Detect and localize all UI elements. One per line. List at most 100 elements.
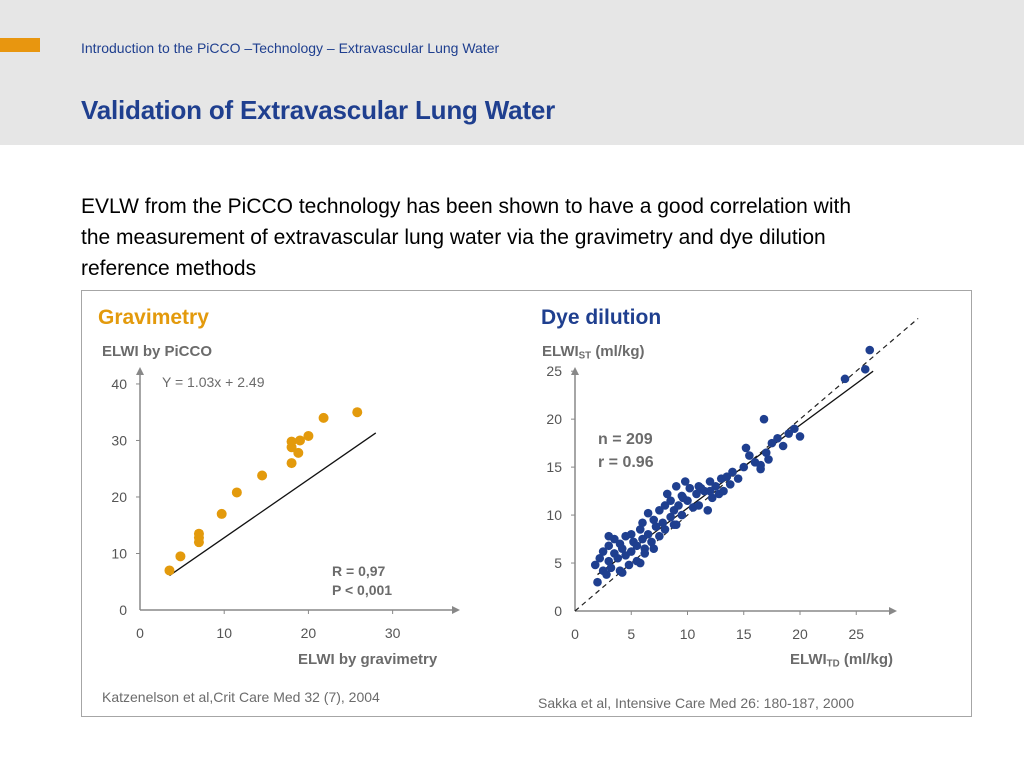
dye-x-axis-arrow	[889, 607, 897, 615]
dye-data-point	[711, 481, 720, 491]
dye-data-point	[671, 481, 681, 491]
dye-data-point	[733, 474, 743, 483]
dye-data-point	[795, 432, 805, 441]
dye-data-point	[705, 486, 715, 496]
gravimetry-data-point	[318, 412, 329, 423]
dye-data-point	[784, 429, 794, 438]
dye-n-value: n = 209	[598, 431, 653, 448]
gravimetry-data-point	[293, 447, 304, 458]
gravimetry-y-tick-label: 20	[111, 489, 127, 505]
dye-y-tick-label: 15	[546, 459, 562, 475]
gravimetry-y-axis-arrow	[136, 367, 144, 375]
gravimetry-data-point	[295, 435, 305, 446]
dye-data-point	[692, 489, 701, 499]
gravimetry-x-axis-title: ELWI by gravimetry	[298, 651, 438, 668]
dye-x-tick-label: 0	[571, 626, 579, 642]
dye-data-point	[658, 518, 668, 528]
dye-data-point	[790, 424, 799, 434]
dye-data-point	[725, 480, 735, 489]
dye-data-point	[764, 455, 773, 464]
dye-data-point	[741, 443, 751, 453]
gravimetry-data-point	[286, 458, 297, 469]
dye-data-point	[626, 529, 636, 539]
dye-y-tick-label: 0	[554, 603, 562, 619]
dye-data-point	[739, 462, 749, 472]
dye-data-point	[685, 483, 695, 493]
dye-x-tick-label: 20	[792, 626, 808, 642]
dye-x-tick-label: 5	[627, 626, 635, 642]
dye-data-point	[840, 374, 850, 384]
dye-y-tick-label: 25	[546, 363, 562, 379]
dye-data-point	[694, 501, 704, 510]
gravimetry-data-point	[231, 487, 242, 498]
gravimetry-y-axis-title: ELWI by PiCCO	[102, 343, 213, 360]
dye-data-point	[767, 438, 777, 448]
dye-y-axis-unit: (ml/kg)	[595, 343, 645, 360]
gravimetry-data-point	[216, 508, 227, 519]
gravimetry-y-tick-label: 0	[119, 602, 127, 618]
dye-x-axis-sub: TD	[826, 658, 840, 670]
gravimetry-citation: Katzenelson et al,Crit Care Med 32 (7), …	[102, 689, 380, 705]
dye-data-point	[745, 451, 754, 460]
dye-data-point	[604, 556, 614, 566]
gravimetry-data-point	[164, 565, 175, 576]
dye-data-point	[728, 467, 737, 477]
dye-x-axis-unit: (ml/kg)	[843, 651, 894, 668]
dye-data-point	[651, 522, 661, 531]
gravimetry-data-point	[193, 528, 204, 539]
dye-data-point	[660, 525, 670, 534]
dye-x-axis-main: ELWI	[790, 651, 827, 668]
dye-data-point	[626, 547, 636, 556]
dye-data-point	[624, 560, 634, 570]
dye-data-point	[666, 496, 675, 505]
dye-data-point	[643, 529, 653, 539]
dye-data-point	[865, 345, 875, 355]
dye-data-point	[647, 537, 656, 547]
dye-data-point	[678, 493, 688, 503]
accent-bar	[0, 38, 40, 52]
dye-x-axis-title: ELWITD (ml/kg)	[790, 651, 893, 669]
gravimetry-x-tick-label: 10	[216, 625, 232, 641]
dye-data-point	[598, 547, 608, 556]
dye-y-tick-label: 20	[546, 411, 562, 427]
dye-y-axis-sub: ST	[578, 350, 592, 362]
gravimetry-x-tick-label: 0	[136, 625, 144, 641]
gravimetry-data-point	[352, 407, 363, 418]
dye-data-point	[638, 518, 647, 528]
dye-data-point	[613, 553, 623, 563]
dye-data-point	[604, 531, 614, 541]
gravimetry-x-axis-arrow	[452, 606, 460, 614]
dye-y-axis-main: ELWI	[542, 343, 579, 360]
dye-x-tick-label: 25	[848, 626, 864, 642]
dye-data-point	[677, 510, 687, 520]
dye-data-point	[703, 505, 713, 515]
dye-data-point	[719, 486, 728, 496]
dye-y-tick-label: 5	[554, 555, 562, 571]
gravimetry-y-tick-label: 40	[111, 376, 127, 392]
dye-data-point	[649, 515, 659, 525]
dye-data-point	[666, 512, 675, 522]
dye-data-point	[635, 525, 645, 534]
dye-data-point	[680, 477, 690, 486]
dye-data-point	[632, 541, 642, 551]
dye-x-tick-label: 10	[680, 626, 696, 642]
dye-data-point	[773, 434, 782, 443]
gravimetry-y-tick-label: 10	[111, 545, 127, 561]
dye-data-point	[617, 544, 627, 553]
page-title: Validation of Extravascular Lung Water	[81, 95, 555, 125]
gravimetry-p-value: P < 0,001	[332, 582, 393, 598]
dye-data-point	[593, 577, 602, 587]
dye-data-point	[649, 544, 659, 553]
dye-data-point	[602, 570, 611, 579]
dye-x-tick-label: 15	[736, 626, 752, 642]
dye-data-point	[778, 441, 788, 451]
dye-chart-title: Dye dilution	[541, 306, 662, 329]
dye-citation: Sakka et al, Intensive Care Med 26: 180-…	[538, 695, 854, 711]
figure-panel	[81, 290, 972, 717]
dye-data-point	[756, 460, 765, 470]
dye-data-point	[638, 534, 647, 544]
dye-data-point	[722, 472, 732, 482]
dye-data-point	[662, 489, 672, 499]
dye-data-point	[674, 501, 683, 510]
gravimetry-x-tick-label: 30	[385, 625, 401, 641]
